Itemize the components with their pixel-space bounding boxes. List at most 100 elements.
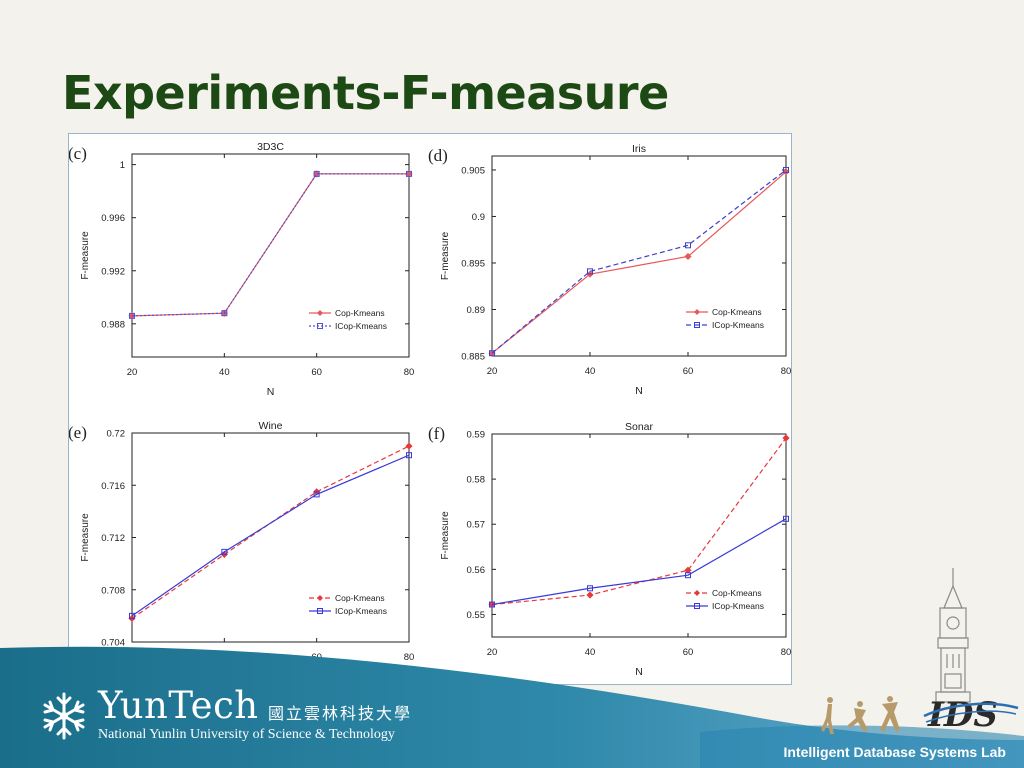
y-tick-label: 0.885 bbox=[461, 352, 485, 363]
clock-tower-icon bbox=[935, 568, 971, 703]
data-point-square bbox=[783, 515, 789, 522]
y-axis-label: F-measure bbox=[440, 511, 451, 560]
data-point-square bbox=[685, 572, 691, 579]
legend-label: Cop-Kmeans bbox=[712, 307, 762, 317]
legend-label: Cop-Kmeans bbox=[712, 588, 762, 598]
chart-panel-0: (c) 3D3C 20 40 60 80 0.988 0.992 0.996 1 N F-measur… bbox=[69, 141, 414, 398]
data-point-square bbox=[313, 491, 320, 498]
x-axis-label: N bbox=[267, 386, 275, 398]
y-tick-label: 0.59 bbox=[467, 430, 486, 441]
x-axis-label: N bbox=[635, 666, 643, 678]
y-axis-label: F-measure bbox=[440, 231, 451, 280]
data-point-square bbox=[221, 310, 228, 317]
y-tick-label: 0.895 bbox=[461, 258, 485, 269]
data-point-diamond bbox=[684, 252, 692, 261]
svg-text:IDS: IDS bbox=[927, 695, 998, 735]
legend-marker-diamond bbox=[317, 310, 323, 316]
x-tick-label: 20 bbox=[487, 647, 498, 658]
panel-label: (c) bbox=[69, 144, 87, 163]
x-axis-label: N bbox=[635, 385, 643, 397]
y-tick-label: 0.9 bbox=[472, 212, 485, 223]
data-point-square bbox=[685, 242, 691, 249]
chart-title: Iris bbox=[632, 143, 646, 155]
snowflake-logo-icon bbox=[43, 692, 85, 740]
figure-panel: (c) 3D3C 20 40 60 80 0.988 0.992 0.996 1 N F-measur… bbox=[68, 133, 792, 685]
legend-label: ICop-Kmeans bbox=[712, 601, 764, 611]
athletes-icon bbox=[821, 696, 900, 734]
y-tick-label: 0.89 bbox=[467, 305, 486, 316]
legend-marker-square bbox=[317, 323, 323, 329]
panel-label: (d) bbox=[428, 146, 448, 165]
y-tick-label: 0.905 bbox=[461, 165, 485, 176]
x-tick-label: 80 bbox=[781, 647, 791, 658]
y-tick-label: 0.58 bbox=[467, 475, 486, 486]
chart-panel-3: (f) Sonar 20 40 60 80 0.55 0.56 0.57 0.58 0.59 N F-m… bbox=[428, 421, 791, 678]
chart-panel-2: (e)Wine204060800.7040.7080.7120.7160.72N… bbox=[69, 420, 414, 683]
legend-label: ICop-Kmeans bbox=[335, 606, 387, 616]
y-tick-label: 0.996 bbox=[101, 213, 125, 224]
data-point-square bbox=[783, 166, 789, 173]
y-tick-label: 0.704 bbox=[101, 638, 125, 649]
data-point-square bbox=[587, 585, 593, 592]
data-point-square bbox=[489, 350, 495, 357]
y-tick-label: 1 bbox=[120, 160, 125, 171]
legend-marker-square bbox=[694, 603, 700, 609]
y-axis-label: F-measure bbox=[80, 231, 91, 280]
series-line-icop-kmeans bbox=[491, 169, 787, 354]
x-tick-label: 80 bbox=[404, 367, 415, 378]
y-tick-label: 0.708 bbox=[101, 585, 125, 596]
data-point-square bbox=[587, 268, 593, 275]
university-name-cjk: 國立雲林科技大學 bbox=[268, 704, 413, 723]
x-tick-label: 80 bbox=[781, 366, 791, 377]
data-point-square bbox=[129, 612, 135, 619]
legend-marker-square bbox=[694, 322, 700, 328]
y-tick-label: 0.56 bbox=[467, 565, 486, 576]
footer-band bbox=[0, 646, 1024, 768]
legend-label: ICop-Kmeans bbox=[712, 320, 764, 330]
y-tick-label: 0.72 bbox=[107, 429, 126, 440]
chart-title: 3D3C bbox=[257, 141, 284, 153]
legend-marker-diamond bbox=[694, 590, 700, 596]
y-tick-label: 0.57 bbox=[467, 520, 486, 531]
y-tick-label: 0.992 bbox=[101, 266, 125, 277]
y-tick-label: 0.988 bbox=[101, 319, 125, 330]
chart-panel-1: (d) Iris 20 40 60 80 0.885 0.89 0.895 0.9 0.905 N F-… bbox=[428, 143, 791, 397]
ids-logo-icon: IDS bbox=[923, 695, 1019, 735]
legend-marker-diamond bbox=[317, 595, 323, 601]
panel-label: (f) bbox=[428, 424, 445, 443]
y-tick-label: 0.712 bbox=[101, 533, 125, 544]
data-point-diamond bbox=[684, 566, 692, 574]
legend-marker-diamond bbox=[694, 309, 700, 315]
chart-title: Sonar bbox=[625, 421, 654, 433]
plot-frame bbox=[491, 155, 787, 357]
x-tick-label: 20 bbox=[487, 366, 498, 377]
university-name: YunTech bbox=[98, 684, 259, 727]
series-line-cop-kmeans bbox=[131, 173, 409, 317]
y-axis-label: F-measure bbox=[80, 513, 91, 562]
series-line-icop-kmeans bbox=[131, 173, 409, 317]
x-tick-label: 60 bbox=[683, 366, 694, 377]
data-point-square bbox=[313, 170, 320, 177]
slide-title: Experiments-F-measure bbox=[62, 66, 669, 120]
x-tick-label: 80 bbox=[404, 652, 415, 663]
y-tick-label: 0.716 bbox=[101, 481, 125, 492]
x-tick-label: 40 bbox=[585, 366, 596, 377]
university-subtitle: National Yunlin University of Science & … bbox=[98, 727, 395, 742]
x-tick-label: 40 bbox=[585, 647, 596, 658]
panel-label: (e) bbox=[69, 423, 87, 442]
plot-frame bbox=[491, 433, 787, 638]
y-tick-label: 0.55 bbox=[467, 610, 486, 621]
legend-label: Cop-Kmeans bbox=[335, 593, 385, 603]
data-point-diamond bbox=[405, 442, 413, 450]
legend-marker-square bbox=[317, 608, 323, 614]
data-point-square bbox=[406, 452, 412, 459]
series-line-cop-kmeans bbox=[491, 171, 787, 354]
x-tick-label: 60 bbox=[683, 647, 694, 658]
lab-name: Intelligent Database Systems Lab bbox=[783, 744, 1006, 760]
data-point-diamond bbox=[782, 434, 790, 442]
data-point-square bbox=[221, 548, 228, 555]
legend-label: Cop-Kmeans bbox=[335, 308, 385, 318]
x-tick-label: 40 bbox=[219, 367, 230, 378]
series-line-icop-kmeans bbox=[131, 454, 410, 617]
data-point-diamond bbox=[586, 591, 594, 599]
